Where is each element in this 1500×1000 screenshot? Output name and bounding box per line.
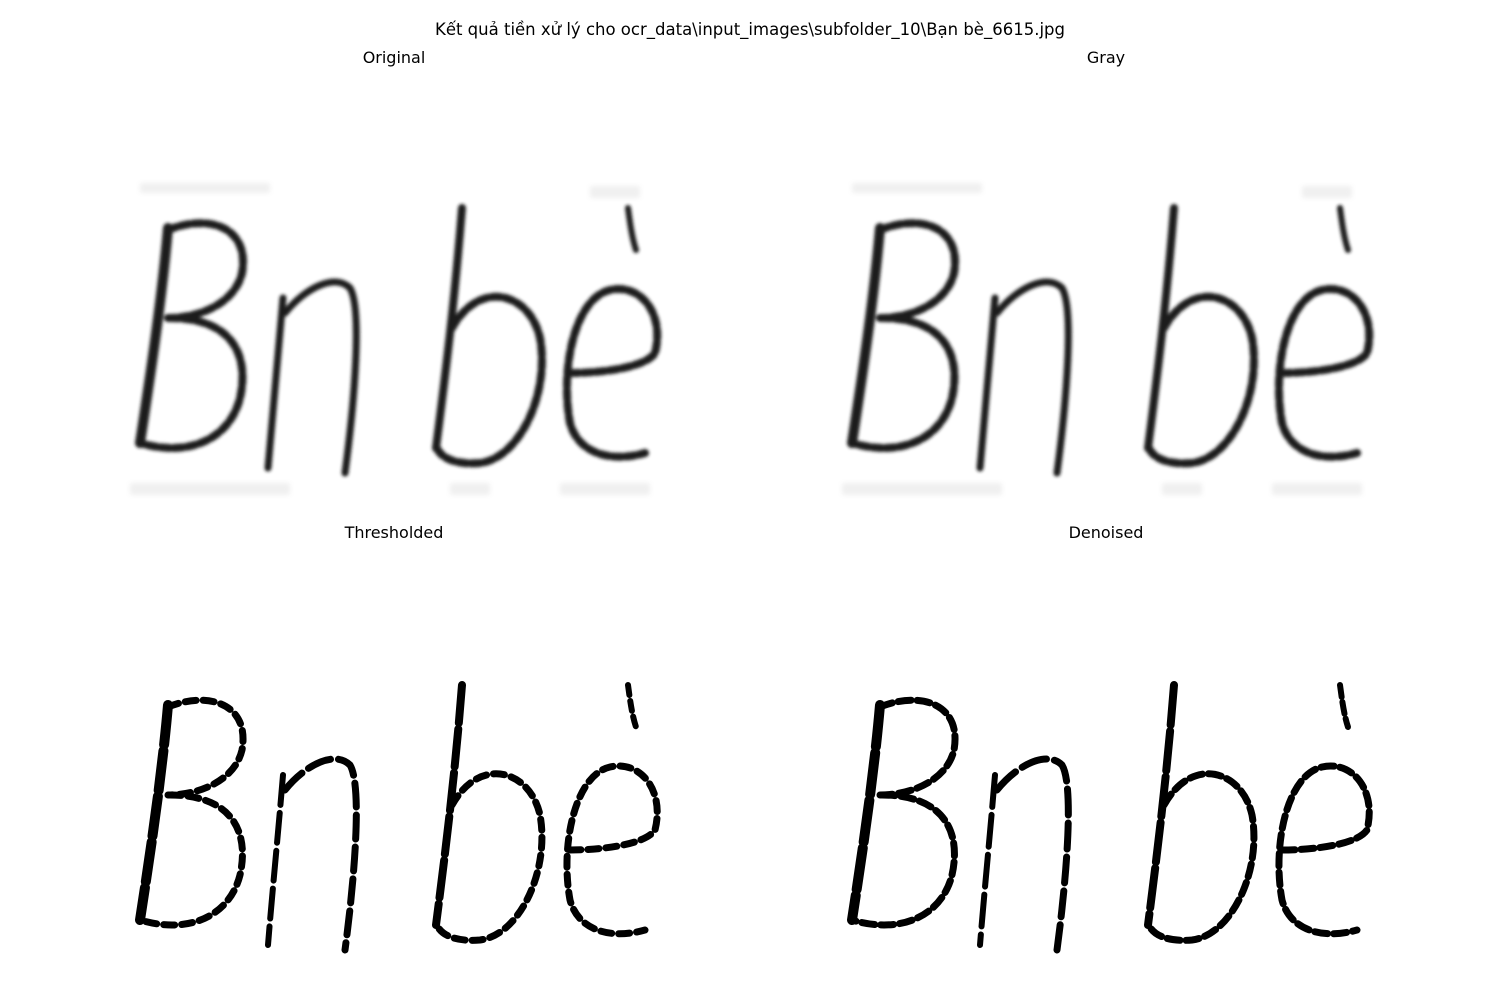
gray-image xyxy=(812,178,1382,513)
figure-title: Kết quả tiền xử lý cho ocr_data\input_im… xyxy=(435,20,1065,39)
thresholded-image xyxy=(100,655,670,990)
handwritten-letters xyxy=(847,204,1374,477)
panel-title-gray: Gray xyxy=(1086,48,1126,67)
original-image xyxy=(100,178,670,513)
panel-title-denoised: Denoised xyxy=(1068,523,1144,542)
background-noise xyxy=(842,183,1362,495)
handwritten-letters xyxy=(847,681,1373,954)
denoised-image xyxy=(812,655,1382,990)
panel-title-original: Original xyxy=(362,48,426,67)
panel-title-thresholded: Thresholded xyxy=(344,523,444,542)
handwritten-letters xyxy=(135,204,662,477)
background-noise xyxy=(130,183,650,495)
handwritten-letters xyxy=(135,681,661,954)
